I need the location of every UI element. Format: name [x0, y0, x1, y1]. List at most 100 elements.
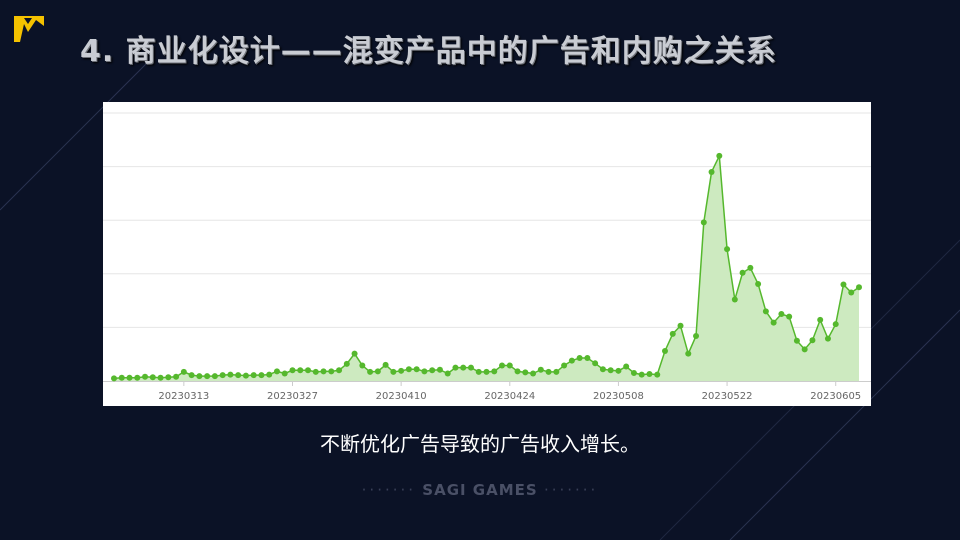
data-point: [708, 168, 715, 175]
data-point: [646, 371, 653, 378]
data-point: [413, 366, 420, 373]
data-point: [522, 369, 529, 376]
data-point: [444, 370, 451, 377]
data-point: [623, 363, 630, 370]
footer-dots-right: ·······: [543, 481, 599, 499]
data-point: [615, 367, 622, 374]
data-point: [778, 311, 785, 317]
data-point: [506, 362, 513, 369]
data-point: [429, 367, 436, 374]
data-point: [336, 367, 343, 374]
area-chart: 20230313 20230327 20230410 20230424 20230508…: [103, 112, 871, 402]
data-point: [382, 361, 389, 368]
data-point: [149, 374, 156, 381]
grid-lines: [103, 112, 871, 382]
data-point: [173, 373, 180, 380]
data-point: [343, 360, 350, 367]
data-point: [266, 371, 273, 378]
data-point: [467, 364, 474, 371]
data-point: [328, 368, 335, 375]
data-point: [576, 354, 583, 361]
data-point: [592, 360, 599, 367]
data-point: [755, 280, 762, 287]
data-point: [452, 364, 459, 371]
data-point: [142, 373, 149, 380]
data-point: [786, 313, 793, 320]
data-point: [685, 350, 692, 357]
x-tick-label: 20230522: [702, 391, 753, 402]
series-area: [114, 155, 859, 381]
data-point: [118, 374, 125, 381]
data-point: [514, 368, 521, 375]
data-point: [747, 264, 754, 271]
slide-caption: 不断优化广告导致的广告收入增长。: [320, 432, 640, 456]
data-point: [832, 321, 839, 328]
footer-dots-left: ·······: [361, 481, 417, 499]
data-point: [809, 337, 816, 344]
data-point: [134, 374, 141, 381]
slide-title: 4. 商业化设计——混变产品中的广告和内购之关系: [80, 34, 777, 69]
data-point: [824, 335, 831, 342]
data-point: [188, 372, 195, 379]
data-point: [530, 370, 537, 377]
data-point: [359, 362, 366, 369]
data-point: [312, 368, 319, 375]
footer-text: SAGI GAMES: [422, 481, 538, 499]
chart-panel: 20230313 20230327 20230410 20230424 20230508…: [103, 102, 871, 406]
data-point: [289, 367, 296, 374]
data-point: [483, 368, 490, 375]
data-point: [499, 362, 506, 369]
data-point: [367, 368, 374, 375]
data-point: [840, 281, 847, 288]
data-point: [390, 368, 397, 375]
data-point: [848, 289, 855, 296]
data-point: [111, 375, 117, 382]
data-point: [436, 366, 443, 373]
data-point: [693, 332, 700, 339]
data-point: [700, 219, 707, 226]
data-point: [460, 364, 467, 371]
data-point: [491, 368, 498, 375]
data-point: [561, 362, 568, 369]
data-point: [219, 372, 226, 379]
data-point: [731, 296, 738, 303]
data-point: [211, 373, 218, 380]
x-tick-label: 20230410: [376, 391, 427, 402]
x-tick-label: 20230424: [484, 391, 535, 402]
data-point: [630, 369, 637, 376]
data-point: [537, 366, 544, 373]
data-point: [258, 372, 265, 379]
data-point: [242, 372, 249, 379]
data-point: [654, 371, 661, 378]
data-point: [793, 337, 800, 344]
data-point: [817, 316, 824, 323]
data-points: [111, 152, 862, 382]
data-point: [196, 373, 203, 380]
data-point: [398, 367, 405, 374]
data-point: [584, 354, 591, 361]
data-point: [762, 308, 769, 315]
data-point: [165, 374, 172, 381]
data-point: [235, 372, 242, 379]
data-point: [607, 367, 614, 374]
sagi-logo-icon: [14, 16, 44, 42]
data-point: [305, 367, 312, 374]
x-tick-label: 20230327: [267, 391, 318, 402]
data-point: [553, 368, 560, 375]
data-point: [320, 368, 327, 375]
data-point: [204, 373, 211, 380]
data-point: [770, 319, 777, 326]
data-point: [856, 284, 862, 291]
data-point: [801, 346, 808, 353]
x-axis-ticks: 20230313 20230327 20230410 20230424 20230508…: [158, 381, 861, 402]
data-point: [273, 368, 280, 375]
data-point: [297, 367, 304, 374]
data-point: [661, 347, 668, 354]
data-point: [351, 350, 358, 357]
data-point: [669, 330, 676, 337]
data-point: [475, 368, 482, 375]
data-point: [545, 368, 552, 375]
data-point: [599, 366, 606, 373]
data-point: [739, 269, 746, 276]
data-point: [724, 246, 731, 253]
